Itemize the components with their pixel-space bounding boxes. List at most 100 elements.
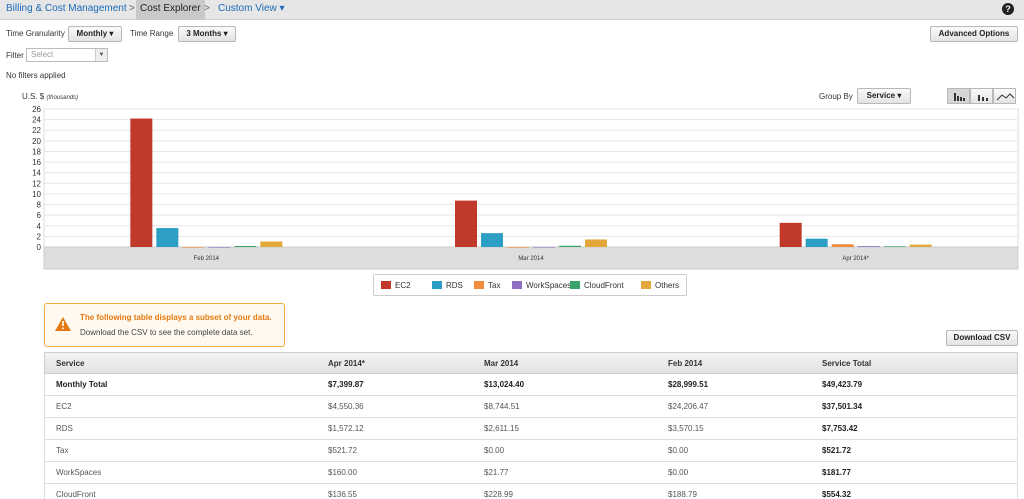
cost-cell: $1,572.12 — [328, 424, 364, 433]
breadcrumb-separator: > — [129, 3, 135, 14]
cost-table: Service Apr 2014* Mar 2014 Feb 2014 Serv… — [44, 352, 1018, 499]
column-header-service-total[interactable]: Service Total — [822, 359, 872, 368]
group-by-dropdown[interactable]: Service ▾ — [857, 88, 911, 104]
advanced-options-button[interactable]: Advanced Options — [930, 26, 1018, 42]
x-tick-label: Apr 2014* — [842, 256, 869, 262]
cost-cell: $49,423.79 — [822, 380, 863, 389]
subset-warning-alert: The following table displays a subset of… — [44, 303, 285, 347]
table-row: RDS $1,572.12 $2,611.15 $3,570.15 $7,753.42 — [44, 418, 1018, 440]
cost-cell: $3,570.15 — [668, 424, 704, 433]
chevron-down-icon: ▼ — [95, 49, 107, 61]
breadcrumb-bar: Billing & Cost Management > Cost Explore… — [0, 0, 1024, 20]
cost-cell: $24,206.47 — [668, 402, 709, 411]
legend-item[interactable]: RDS — [432, 281, 463, 291]
bar-cloudfront — [234, 245, 257, 247]
bar-tax — [507, 247, 529, 248]
bar-cloudfront — [883, 246, 906, 247]
bar-workspaces — [857, 246, 880, 247]
bar-workspaces — [533, 246, 555, 248]
table-row: Tax $521.72 $0.00 $0.00 $521.72 — [44, 440, 1018, 462]
column-header-feb-2014[interactable]: Feb 2014 — [668, 359, 703, 368]
x-tick-label: Feb 2014 — [194, 256, 220, 262]
table-row: WorkSpaces $160.00 $21.77 $0.00 $181.77 — [44, 462, 1018, 484]
y-tick-label: 18 — [32, 147, 41, 156]
y-tick-label: 20 — [32, 137, 41, 146]
alert-body: Download the CSV to see the complete dat… — [80, 328, 253, 337]
alert-title: The following table displays a subset of… — [80, 313, 272, 322]
cost-cell: $0.00 — [668, 468, 689, 477]
legend-item[interactable]: Others — [641, 281, 679, 291]
legend-item[interactable]: EC2 — [381, 281, 411, 291]
bar-rds — [481, 233, 503, 247]
download-csv-button[interactable]: Download CSV — [946, 330, 1018, 346]
legend-label: WorkSpaces — [526, 281, 572, 290]
y-tick-label: 4 — [37, 222, 42, 231]
service-name-cell: WorkSpaces — [56, 468, 102, 477]
warning-icon — [55, 317, 71, 331]
group-by-label: Group By — [819, 92, 853, 101]
grouped-bar-icon — [954, 93, 965, 101]
no-filters-text: No filters applied — [6, 71, 66, 80]
bar-cloudfront — [559, 245, 581, 247]
y-tick-label: 0 — [37, 243, 42, 252]
y-axis-label: U.S. $ — [22, 92, 45, 101]
cost-cell: $37,501.34 — [822, 402, 863, 411]
time-range-label: Time Range — [130, 29, 174, 38]
cost-cell: $7,399.87 — [328, 380, 364, 389]
time-range-dropdown[interactable]: 3 Months ▾ — [178, 26, 236, 42]
cost-cell: $0.00 — [484, 446, 505, 455]
cost-cell: $521.72 — [328, 446, 357, 455]
service-name-cell: CloudFront — [56, 490, 96, 499]
legend-item[interactable]: WorkSpaces — [512, 281, 571, 291]
breadcrumb-billing-link[interactable]: Billing & Cost Management — [6, 3, 127, 14]
filter-placeholder: Select — [31, 50, 54, 59]
bar-tax — [182, 247, 205, 248]
filter-label: Filter — [6, 51, 24, 60]
bar-others — [260, 241, 283, 247]
cost-cell: $0.00 — [668, 446, 689, 455]
service-name-cell: EC2 — [56, 402, 72, 411]
table-row: EC2 $4,550.36 $8,744.51 $24,206.47 $37,501.3… — [44, 396, 1018, 418]
granularity-dropdown[interactable]: Monthly ▾ — [68, 26, 122, 42]
cost-cell: $136.55 — [328, 490, 357, 499]
x-axis-band — [43, 246, 1019, 270]
legend-swatch — [570, 281, 580, 289]
bar-others — [909, 244, 932, 247]
table-row: Monthly Total $7,399.87 $13,024.40 $28,999.… — [44, 374, 1018, 396]
legend-swatch — [641, 281, 651, 289]
chart-legend: EC2 RDS Tax WorkSpaces CloudFront Others — [373, 274, 687, 296]
column-header-mar-2014[interactable]: Mar 2014 — [484, 359, 519, 368]
filter-select[interactable]: Select ▼ — [26, 48, 108, 62]
y-tick-label: 2 — [37, 232, 42, 241]
column-header-service[interactable]: Service — [56, 359, 85, 368]
plot-area — [43, 108, 1019, 248]
custom-view-dropdown[interactable]: Custom View ▾ — [218, 3, 285, 14]
line-chart-toggle[interactable] — [993, 88, 1016, 104]
stacked-bar-chart-toggle[interactable] — [970, 88, 993, 104]
legend-swatch — [381, 281, 391, 289]
column-header-apr-2014[interactable]: Apr 2014* — [328, 359, 365, 368]
legend-item[interactable]: CloudFront — [570, 281, 624, 291]
bar-rds — [805, 238, 828, 247]
legend-swatch — [432, 281, 442, 289]
cost-cell: $7,753.42 — [822, 424, 858, 433]
line-chart-icon — [996, 93, 1015, 101]
bar-others — [585, 239, 607, 247]
breadcrumb-cost-explorer[interactable]: Cost Explorer — [136, 0, 205, 20]
bar-rds — [156, 228, 179, 247]
service-name-cell: Monthly Total — [56, 380, 108, 389]
bar-ec2 — [455, 200, 477, 247]
legend-label: Others — [655, 281, 680, 290]
y-tick-label: 14 — [32, 169, 41, 178]
cost-cell: $228.99 — [484, 490, 513, 499]
legend-item[interactable]: Tax — [474, 281, 500, 291]
y-tick-label: 26 — [32, 105, 41, 114]
y-tick-label: 12 — [32, 179, 41, 188]
table-row: CloudFront $136.55 $228.99 $188.79 $554.32 — [44, 484, 1018, 499]
grouped-bar-chart-toggle[interactable] — [947, 88, 970, 104]
x-tick-label: Mar 2014 — [518, 256, 544, 262]
legend-label: Tax — [488, 281, 501, 290]
legend-swatch — [512, 281, 522, 289]
help-icon[interactable]: ? — [1002, 3, 1014, 15]
